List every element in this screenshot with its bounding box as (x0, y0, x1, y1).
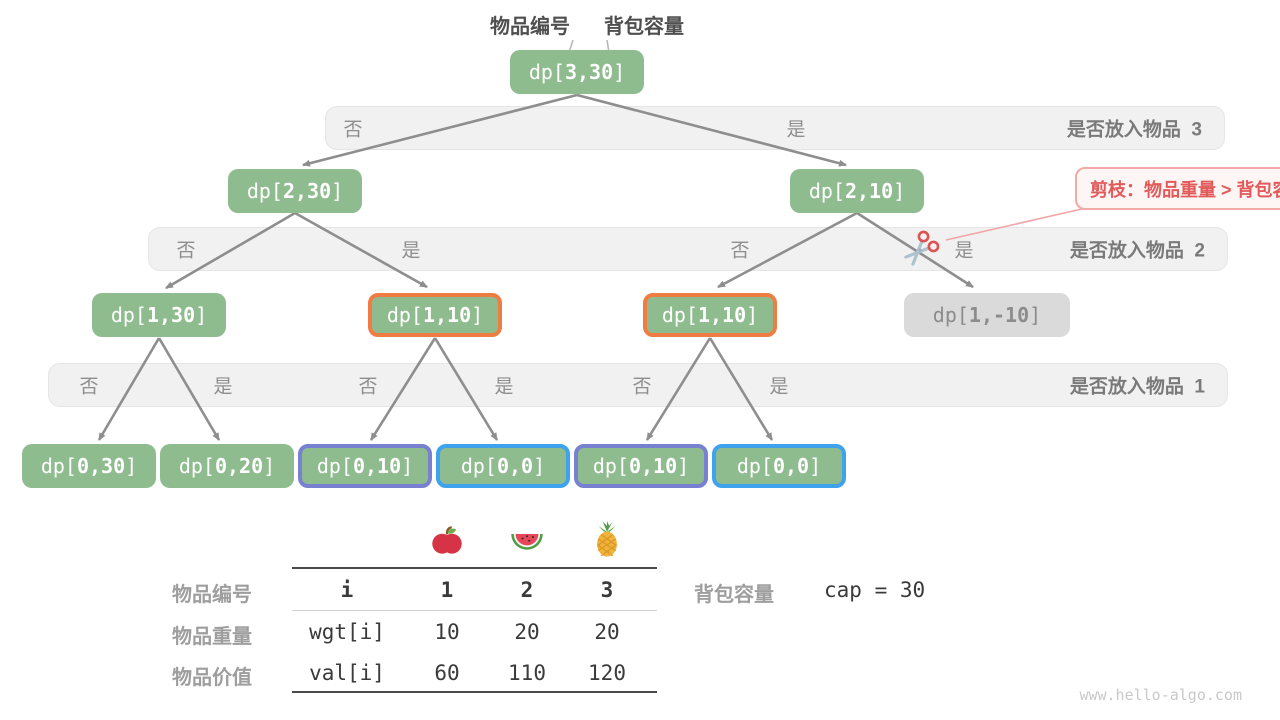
tree-node-dp-2-10: dp[2,10] (790, 169, 924, 213)
table-header-i: i (340, 578, 354, 602)
tree-node-dp-0-20: dp[0,20] (160, 444, 294, 488)
capacity-label: 背包容量 (604, 16, 684, 38)
prune-callout: 剪枝：物品重量 > 背包容量 (1075, 167, 1280, 210)
table-weight-1: 10 (434, 620, 460, 644)
band-label: 是否放入物品 3 (1066, 119, 1202, 141)
table-header-1: 1 (440, 578, 454, 602)
table-weight-formula: wgt[i] (309, 620, 385, 644)
choice-yes: 是 (786, 119, 806, 141)
table-value-1: 60 (434, 661, 460, 685)
watermark-url: www.hello-algo.com (1079, 686, 1242, 704)
table-value-3: 120 (588, 661, 626, 685)
choice-no: 否 (343, 119, 363, 141)
table-header-2: 2 (520, 578, 534, 602)
choice-yes: 是 (401, 240, 421, 262)
prune-callout-text: 剪枝：物品重量 > 背包容量 (1090, 179, 1280, 200)
choice-no: 否 (79, 376, 99, 398)
decision-band-item-2: 否 是 否 是 是否放入物品 2 (148, 227, 1228, 271)
table-header-3: 3 (600, 578, 614, 602)
tree-node-dp-2-30: dp[2,30] (228, 169, 362, 213)
decision-band-item-1: 否 是 否 是 否 是 是否放入物品 1 (48, 363, 1228, 407)
table-weight-3: 20 (594, 620, 620, 644)
tree-node-dp-0-30: dp[0,30] (22, 444, 156, 488)
tree-node-dp-0-10-right: dp[0,10] (574, 444, 708, 488)
decision-band-item-3: 否 是 是否放入物品 3 (325, 106, 1225, 150)
item-number-label: 物品编号 (490, 16, 570, 38)
table-row-label-value: 物品价值 (172, 667, 252, 689)
table-header-rule (292, 610, 657, 611)
tree-node-dp-1-10-left: dp[1,10] (368, 293, 502, 337)
table-row-label-weight: 物品重量 (172, 626, 252, 648)
tree-node-dp-1-30: dp[1,30] (92, 293, 226, 337)
tree-node-dp-0-0-right: dp[0,0] (712, 444, 846, 488)
tree-node-dp-1-10-right: dp[1,10] (643, 293, 777, 337)
band-label: 是否放入物品 1 (1069, 376, 1205, 398)
table-value-formula: val[i] (309, 661, 385, 685)
tree-node-dp-3-30: dp[3,30] (510, 50, 644, 94)
choice-no: 否 (632, 376, 652, 398)
choice-yes: 是 (954, 240, 974, 262)
choice-yes: 是 (213, 376, 233, 398)
table-top-rule (292, 567, 657, 569)
choice-yes: 是 (769, 376, 789, 398)
pineapple-icon (591, 520, 623, 563)
tree-node-dp-1-neg10-pruned: dp[1,-10] (904, 293, 1070, 337)
table-weight-2: 20 (514, 620, 540, 644)
tree-node-dp-0-10-left: dp[0,10] (298, 444, 432, 488)
tree-node-dp-0-0-left: dp[0,0] (436, 444, 570, 488)
choice-no: 否 (358, 376, 378, 398)
capacity-info-label: 背包容量 (694, 584, 774, 606)
capacity-info-value: cap = 30 (824, 578, 926, 602)
table-value-2: 110 (508, 661, 546, 685)
watermelon-icon (509, 525, 545, 560)
apple-icon (430, 523, 464, 562)
band-label: 是否放入物品 2 (1069, 240, 1205, 262)
table-row-label-item-no: 物品编号 (172, 584, 252, 606)
choice-no: 否 (176, 240, 196, 262)
choice-no: 否 (730, 240, 750, 262)
table-bottom-rule (292, 691, 657, 693)
choice-yes: 是 (494, 376, 514, 398)
